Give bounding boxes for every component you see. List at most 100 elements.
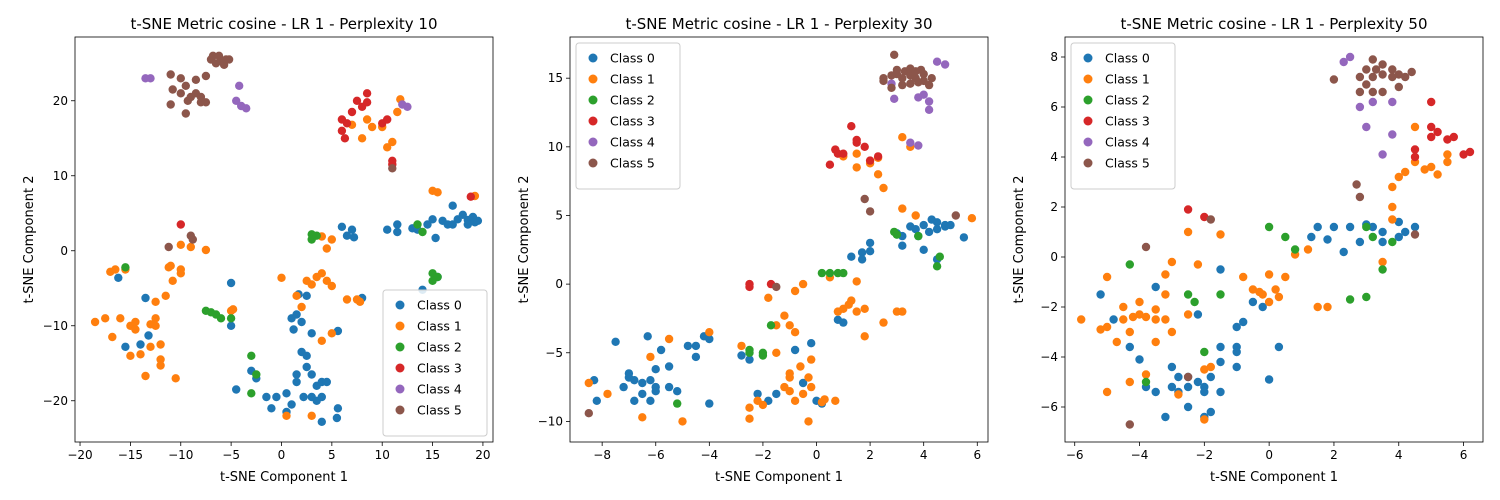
data-point-class-1 xyxy=(151,297,160,306)
data-point-class-0 xyxy=(289,325,298,334)
data-point-class-0 xyxy=(1216,387,1225,397)
data-point-class-1 xyxy=(646,352,655,362)
data-point-class-3 xyxy=(342,119,352,128)
y-tick-label: −2 xyxy=(1040,300,1058,314)
data-point-class-2 xyxy=(247,389,256,398)
x-tick-label: 4 xyxy=(1395,448,1403,462)
data-point-class-3 xyxy=(1410,145,1420,154)
y-tick-label: −6 xyxy=(1040,400,1058,414)
data-point-class-3 xyxy=(847,122,856,131)
data-point-class-3 xyxy=(745,282,754,292)
x-tick-label: −5 xyxy=(222,448,240,462)
x-tick-label: 2 xyxy=(1330,448,1338,462)
data-point-class-0 xyxy=(287,400,296,409)
legend-label-class-4: Class 4 xyxy=(610,135,655,150)
data-point-class-4 xyxy=(1339,57,1348,67)
data-point-class-0 xyxy=(638,378,647,388)
legend-label-class-4: Class 4 xyxy=(417,382,462,397)
data-point-class-0 xyxy=(226,321,236,330)
data-point-class-1 xyxy=(1200,365,1209,374)
data-point-class-2 xyxy=(1200,347,1209,357)
data-point-class-0 xyxy=(292,370,301,379)
data-point-class-1 xyxy=(362,115,372,124)
data-point-class-4 xyxy=(924,97,934,106)
data-point-class-1 xyxy=(1102,322,1112,332)
data-point-class-1 xyxy=(141,371,150,381)
data-point-class-1 xyxy=(967,214,977,223)
chart-panel-2: t-SNE Metric cosine - LR 1 - Perplexity … xyxy=(1012,15,1484,485)
data-point-class-5 xyxy=(887,83,896,93)
y-tick-label: 6 xyxy=(1050,100,1058,114)
data-point-class-5 xyxy=(898,74,907,83)
data-point-class-5 xyxy=(196,92,206,102)
data-point-class-2 xyxy=(1378,265,1387,274)
data-point-class-2 xyxy=(252,370,261,379)
x-tick-label: 6 xyxy=(973,448,981,462)
data-point-class-0 xyxy=(1151,387,1160,397)
data-point-class-1 xyxy=(860,304,869,313)
legend-label-class-1: Class 1 xyxy=(610,72,655,87)
data-point-class-0 xyxy=(959,233,969,242)
data-point-class-2 xyxy=(1183,290,1193,299)
data-point-class-1 xyxy=(1125,377,1135,387)
data-point-class-1 xyxy=(116,314,125,323)
data-point-class-3 xyxy=(176,220,185,229)
data-point-class-0 xyxy=(865,247,875,256)
data-point-class-4 xyxy=(906,138,915,147)
data-point-class-5 xyxy=(1355,87,1365,97)
x-tick-label: 6 xyxy=(1460,448,1468,462)
data-point-class-0 xyxy=(1200,387,1209,397)
data-point-class-3 xyxy=(1200,212,1209,222)
data-point-class-0 xyxy=(458,210,467,219)
data-point-class-0 xyxy=(1096,290,1105,299)
data-point-class-1 xyxy=(1161,270,1170,279)
data-point-class-4 xyxy=(1378,150,1387,159)
data-point-class-5 xyxy=(906,79,915,88)
y-tick-label: 15 xyxy=(548,71,563,85)
data-point-class-1 xyxy=(327,281,336,291)
data-point-class-5 xyxy=(201,98,211,107)
data-point-class-2 xyxy=(935,252,944,261)
data-point-class-1 xyxy=(1258,290,1267,299)
data-point-class-1 xyxy=(1206,362,1216,372)
data-point-class-0 xyxy=(745,355,754,364)
legend-label-class-3: Class 3 xyxy=(1105,114,1150,129)
legend-box xyxy=(382,289,488,437)
data-point-class-5 xyxy=(1388,65,1397,74)
y-axis-label: t-SNE Component 2 xyxy=(1012,176,1027,304)
data-point-class-1 xyxy=(807,355,816,364)
legend-marker-class-4 xyxy=(395,384,405,394)
data-point-class-5 xyxy=(1368,55,1378,64)
data-point-class-3 xyxy=(1459,150,1468,159)
data-point-class-0 xyxy=(393,220,402,229)
data-point-class-1 xyxy=(1174,390,1183,399)
data-point-class-3 xyxy=(1183,205,1193,214)
data-point-class-0 xyxy=(347,225,357,234)
data-point-class-0 xyxy=(630,376,639,385)
data-point-class-5 xyxy=(1378,70,1387,79)
data-point-class-0 xyxy=(302,291,311,300)
data-point-class-4 xyxy=(232,96,241,106)
data-point-class-2 xyxy=(413,220,422,229)
data-point-class-5 xyxy=(224,55,234,64)
x-tick-label: −2 xyxy=(754,448,772,462)
data-point-class-1 xyxy=(831,396,840,405)
data-point-class-2 xyxy=(1190,297,1199,307)
data-point-class-1 xyxy=(1420,165,1429,174)
data-point-class-1 xyxy=(852,307,861,316)
x-tick-label: −20 xyxy=(67,448,92,462)
y-tick-label: 4 xyxy=(1050,150,1058,164)
chart-title: t-SNE Metric cosine - LR 1 - Perplexity … xyxy=(625,15,932,33)
data-point-class-3 xyxy=(873,152,883,161)
data-point-class-5 xyxy=(1401,72,1410,82)
data-point-class-1 xyxy=(785,387,794,396)
chart-title: t-SNE Metric cosine - LR 1 - Perplexity … xyxy=(130,15,437,33)
data-point-class-5 xyxy=(924,80,934,90)
data-point-class-1 xyxy=(1167,327,1177,337)
data-point-class-1 xyxy=(322,244,331,253)
data-point-class-1 xyxy=(1102,272,1112,282)
data-point-class-4 xyxy=(403,102,412,112)
x-tick-label: 0 xyxy=(278,448,286,462)
data-point-class-0 xyxy=(307,329,316,338)
data-point-class-0 xyxy=(691,352,701,362)
